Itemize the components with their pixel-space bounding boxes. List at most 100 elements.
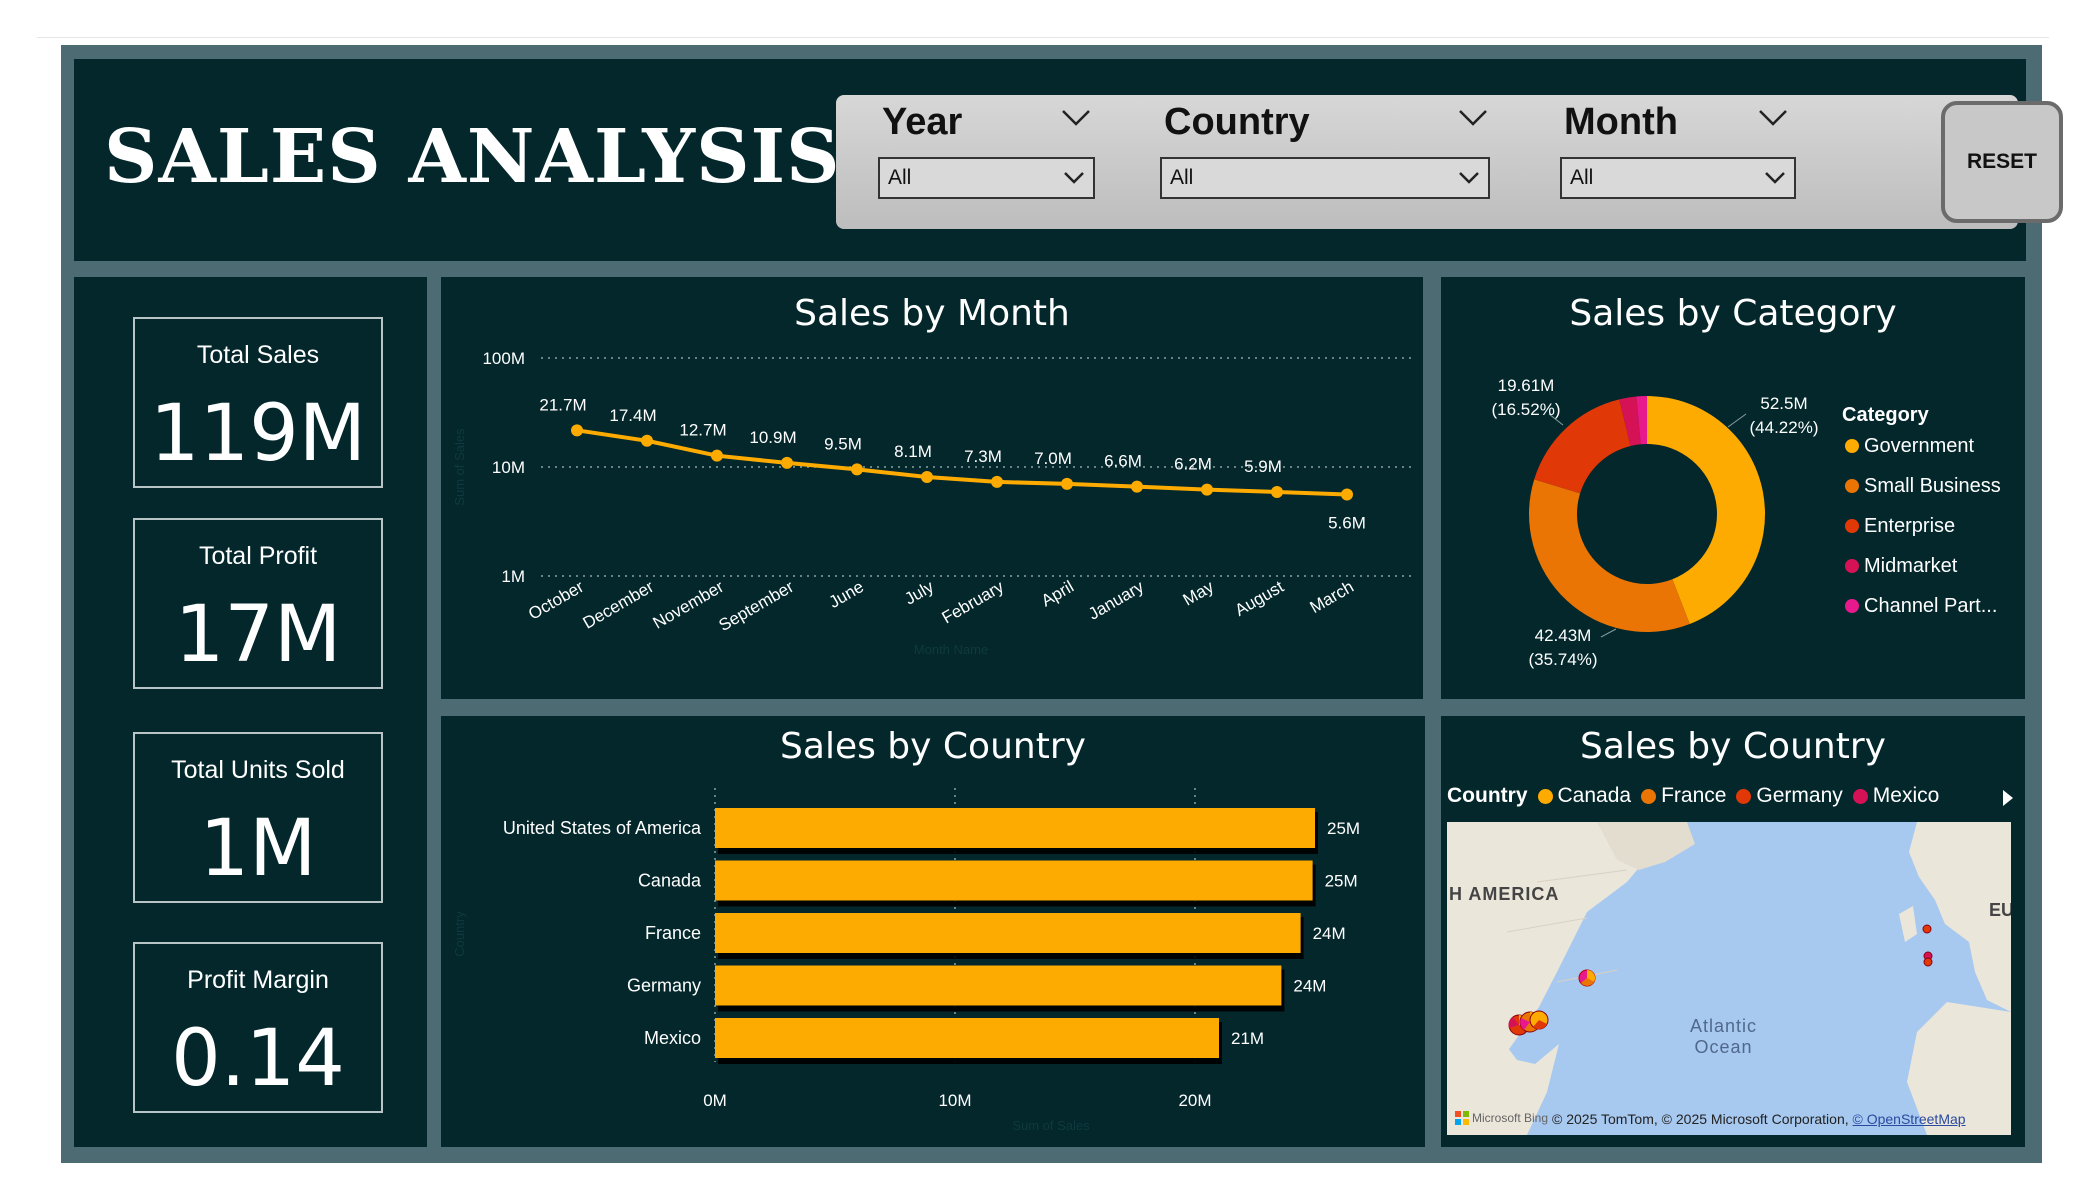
data-point[interactable]	[991, 475, 1003, 488]
legend-dot	[1641, 788, 1657, 804]
donut-slice[interactable]	[1647, 396, 1765, 624]
donut-slice[interactable]	[1636, 396, 1647, 445]
slice-percent-label: (16.52%)	[1492, 400, 1561, 419]
donut-slice[interactable]	[1534, 399, 1631, 494]
map-label-europe: EU	[1989, 900, 2011, 920]
country-collapse-chevron-icon[interactable]	[1458, 109, 1488, 127]
bar[interactable]	[715, 1018, 1219, 1058]
x-axis-label: Sum of Sales	[1012, 1118, 1090, 1133]
reset-button[interactable]: RESET	[1941, 101, 2063, 223]
data-point[interactable]	[1271, 485, 1283, 498]
year-collapse-chevron-icon[interactable]	[1061, 109, 1091, 127]
legend-next-arrow-icon[interactable]	[2001, 788, 2015, 808]
map-label-ocean: Atlantic Ocean	[1690, 1016, 1758, 1057]
leader-line	[1727, 413, 1747, 428]
kpi-card-total-units-sold: Total Units Sold 1M	[133, 732, 383, 903]
x-tick-label: June	[826, 577, 867, 612]
legend-label[interactable]: Small Business	[1864, 475, 2001, 497]
legend-label[interactable]: Enterprise	[1864, 515, 1955, 537]
data-label: 21.7M	[539, 395, 586, 414]
data-label: 5.6M	[1328, 513, 1366, 532]
map-attribution-text: © 2025 TomTom, © 2025 Microsoft Corporat…	[1552, 1111, 1853, 1127]
kpi-value: 119M	[149, 389, 367, 479]
openstreetmap-link[interactable]: © OpenStreetMap	[1852, 1111, 1966, 1127]
bar[interactable]	[715, 965, 1282, 1006]
kpi-label: Total Profit	[198, 542, 318, 570]
bar[interactable]	[715, 913, 1301, 953]
bar[interactable]	[715, 860, 1313, 901]
legend-title: Category	[1842, 404, 1930, 426]
data-label: 24M	[1293, 977, 1326, 996]
chevron-down-icon	[1765, 172, 1785, 184]
x-tick-label: 10M	[938, 1091, 971, 1110]
y-tick-label: Canada	[638, 871, 702, 891]
data-label: 10.9M	[749, 428, 796, 447]
legend-label[interactable]: Government	[1864, 435, 1974, 457]
map-area[interactable]: H AMERICA EU Atlantic Ocean	[1447, 822, 2011, 1135]
map-legend-item[interactable]: Canada	[1537, 784, 1631, 808]
x-tick-label: February	[939, 577, 1008, 628]
y-tick-label: 10M	[492, 458, 525, 477]
sales-by-month-chart[interactable]: 1M 10M 100M Sum of Sales Month Name 21.7M Octo…	[441, 277, 1423, 699]
data-label: 25M	[1325, 872, 1358, 891]
kpi-panel: Total Sales 119M Total Profit 17M Total …	[74, 277, 427, 1147]
data-point[interactable]	[781, 456, 793, 469]
data-label: 5.9M	[1244, 457, 1282, 476]
country-dropdown[interactable]: All	[1160, 157, 1490, 199]
map-marker-germany[interactable]	[1923, 951, 1933, 967]
kpi-value: 1M	[199, 804, 317, 894]
legend-label[interactable]: Channel Part...	[1864, 595, 1997, 617]
bar[interactable]	[715, 808, 1315, 848]
month-dropdown[interactable]: All	[1560, 157, 1796, 199]
chart-title: Sales by Category	[1569, 293, 1897, 334]
data-point[interactable]	[1061, 477, 1073, 490]
map-legend: Country Canada France Germany Mexico	[1447, 784, 1949, 808]
legend-dot	[1845, 479, 1859, 493]
year-dropdown[interactable]: All	[878, 157, 1095, 199]
data-label: 8.1M	[894, 442, 932, 461]
map-marker-usa[interactable]	[1508, 1010, 1549, 1036]
map-legend-item[interactable]: France	[1641, 784, 1726, 808]
year-dropdown-value: All	[888, 166, 912, 189]
y-tick-label: 1M	[501, 567, 525, 586]
data-label: 17.4M	[609, 406, 656, 425]
x-tick-label: November	[650, 577, 728, 633]
month-dropdown-value: All	[1570, 166, 1594, 189]
map-marker-france[interactable]	[1922, 924, 1932, 934]
legend-dot	[1845, 439, 1859, 453]
donut-slice[interactable]	[1619, 396, 1641, 446]
data-point[interactable]	[1201, 483, 1213, 496]
y-tick-label: Mexico	[644, 1028, 701, 1048]
sales-by-category-chart[interactable]: 52.5M (44.22%) 42.43M (35.74%) 19.61M (16.52%…	[1441, 277, 2025, 699]
data-point[interactable]	[921, 470, 933, 483]
y-tick-label: Germany	[627, 976, 701, 996]
data-point[interactable]	[1341, 488, 1353, 501]
x-tick-label: December	[580, 577, 658, 633]
legend-dot	[1537, 788, 1553, 804]
chevron-down-icon	[1064, 172, 1084, 184]
filter-bar: Year All Country All Month All RESET	[836, 95, 2063, 229]
slice-value-label: 19.61M	[1498, 376, 1555, 395]
slice-value-label: 52.5M	[1760, 394, 1807, 413]
x-axis-label: Month Name	[914, 642, 988, 657]
data-point[interactable]	[641, 434, 653, 447]
legend-dot	[1845, 599, 1859, 613]
map-legend-item[interactable]: Germany	[1736, 784, 1843, 808]
data-point[interactable]	[711, 449, 723, 462]
data-point[interactable]	[1131, 480, 1143, 493]
y-tick-label: 100M	[482, 349, 525, 368]
sales-by-country-bar-chart[interactable]: 0M 10M 20M Country Sum of Sales United States…	[441, 716, 1425, 1147]
kpi-label: Profit Margin	[187, 966, 329, 994]
donut-slice[interactable]	[1529, 479, 1690, 632]
y-axis-label: Sum of Sales	[452, 428, 467, 506]
data-point[interactable]	[571, 424, 583, 437]
legend-label[interactable]: Midmarket	[1864, 555, 1958, 577]
data-point[interactable]	[851, 463, 863, 476]
map-legend-item[interactable]: Mexico	[1852, 784, 1939, 808]
map-marker-canada[interactable]	[1578, 969, 1596, 987]
x-tick-label: March	[1307, 577, 1357, 617]
data-label: 25M	[1327, 819, 1360, 838]
kpi-card-profit-margin: Profit Margin 0.14	[133, 942, 383, 1113]
month-collapse-chevron-icon[interactable]	[1758, 109, 1788, 127]
leader-line	[1548, 413, 1564, 426]
